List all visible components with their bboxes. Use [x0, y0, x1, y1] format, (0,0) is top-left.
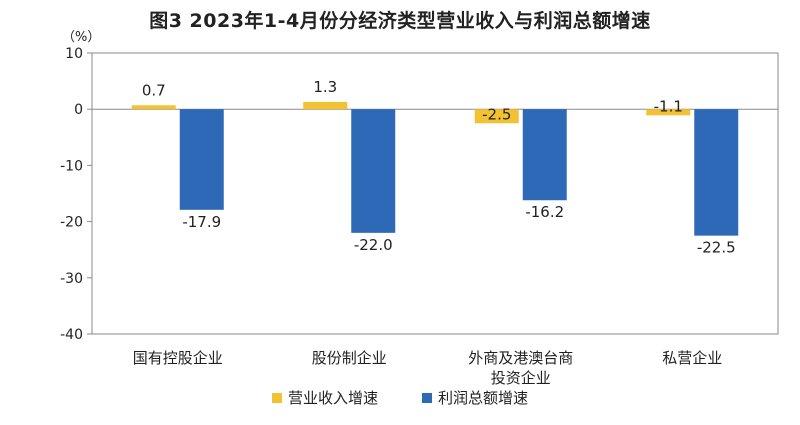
- legend-item-profit: 利润总额增速: [422, 387, 528, 408]
- bar-revenue: [474, 109, 519, 124]
- plot-frame: [91, 52, 779, 335]
- data-label-profit: -22.5: [697, 239, 736, 257]
- y-tick-label: -30: [60, 271, 83, 287]
- bar-profit: [522, 109, 567, 201]
- bar-revenue: [131, 105, 176, 110]
- bar-profit: [179, 109, 224, 210]
- category-label: 国有控股企业: [133, 349, 223, 367]
- data-label-profit: -17.9: [182, 213, 221, 231]
- y-axis-unit: （%）: [62, 30, 101, 45]
- data-label-profit: -16.2: [525, 203, 564, 221]
- legend: 营业收入增速 利润总额增速: [0, 387, 800, 408]
- legend-label-revenue: 营业收入增速: [287, 389, 378, 407]
- legend-label-profit: 利润总额增速: [438, 389, 529, 407]
- data-label-profit: -22.0: [354, 236, 393, 254]
- bar-revenue: [303, 101, 348, 110]
- legend-item-revenue: 营业收入增速: [271, 387, 378, 408]
- y-tick-label: -20: [60, 215, 83, 231]
- bar-revenue: [646, 109, 691, 116]
- y-tick-label: -40: [60, 327, 83, 343]
- legend-swatch-revenue: [271, 392, 282, 403]
- bar-profit: [351, 109, 396, 233]
- category-label: 外商及港澳台商: [468, 349, 573, 367]
- data-label-revenue: -2.5: [482, 105, 511, 123]
- data-label-revenue: 1.3: [313, 78, 337, 96]
- bar-profit: [694, 109, 739, 236]
- data-label-revenue: -1.1: [654, 97, 683, 115]
- chart-title: 图3 2023年1-4月份分经济类型营业收入与利润总额增速: [149, 10, 651, 32]
- y-tick-label: -10: [60, 158, 83, 174]
- y-tick-label: 0: [74, 102, 83, 118]
- category-label: 股份制企业: [312, 349, 387, 367]
- legend-swatch-profit: [422, 392, 432, 403]
- y-tick-label: 10: [65, 46, 83, 62]
- data-label-revenue: 0.7: [142, 81, 166, 99]
- category-label: 私营企业: [662, 349, 722, 367]
- category-label: 投资企业: [491, 369, 551, 387]
